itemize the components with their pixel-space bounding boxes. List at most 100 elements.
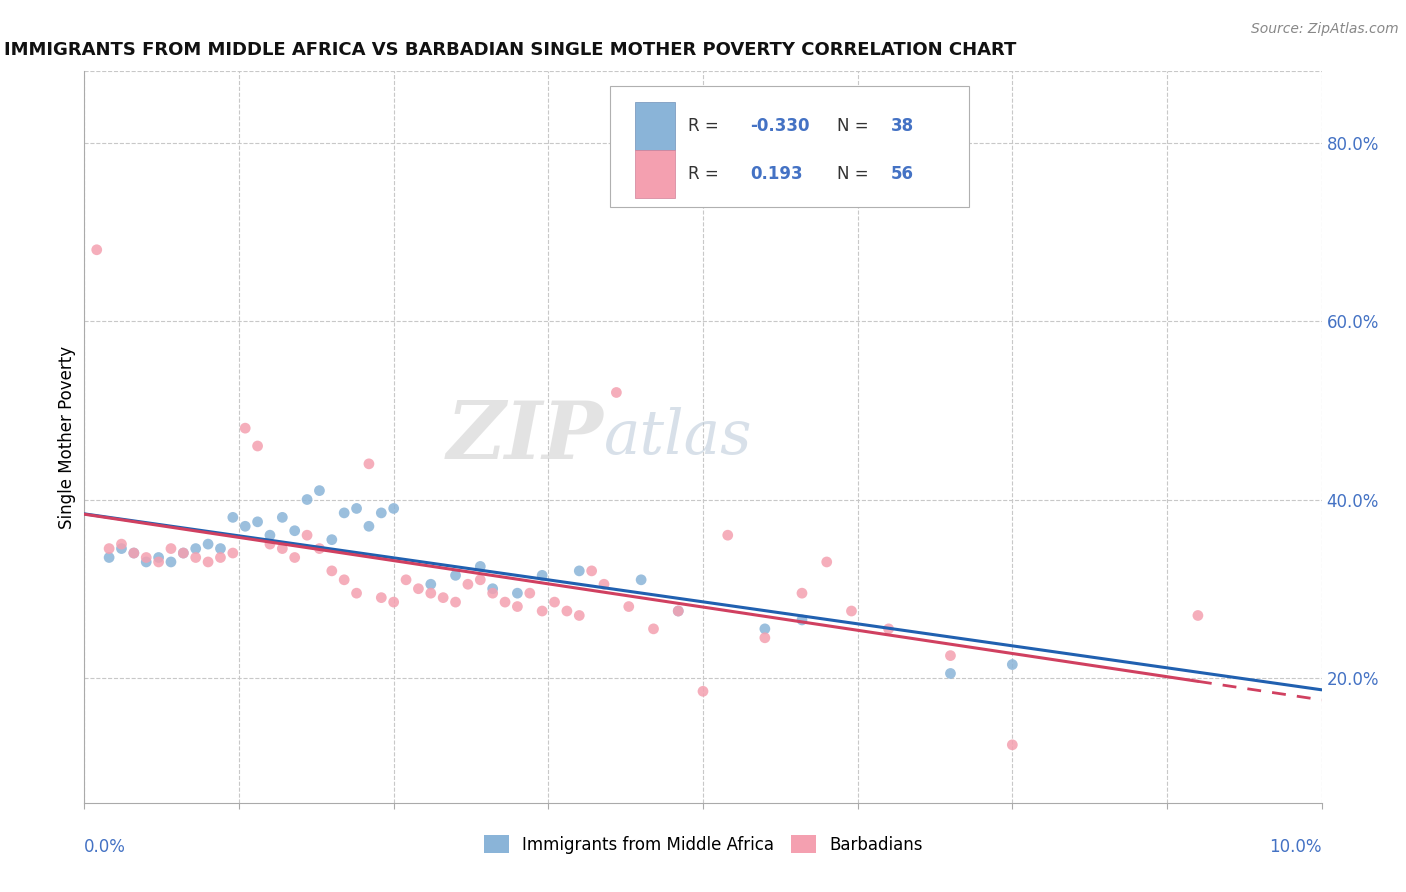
Point: [321, 533, 343, 547]
Point: [692, 684, 714, 698]
Point: [184, 550, 207, 565]
Point: [122, 546, 145, 560]
Point: [432, 591, 454, 605]
Point: [568, 564, 591, 578]
Point: [284, 550, 307, 565]
Point: [346, 501, 368, 516]
Point: [148, 550, 170, 565]
Point: [197, 555, 219, 569]
Point: [357, 457, 380, 471]
Point: [481, 586, 503, 600]
Point: [481, 582, 503, 596]
Point: [259, 528, 281, 542]
Y-axis label: Single Mother Poverty: Single Mother Poverty: [58, 345, 76, 529]
Point: [754, 622, 776, 636]
Point: [382, 595, 405, 609]
Point: [233, 519, 256, 533]
FancyBboxPatch shape: [610, 86, 969, 207]
Point: [172, 546, 194, 560]
Text: 0.0%: 0.0%: [84, 838, 127, 856]
Text: 56: 56: [891, 165, 914, 183]
Point: [110, 537, 132, 551]
Point: [939, 648, 962, 663]
Point: [643, 622, 665, 636]
Point: [754, 631, 776, 645]
Point: [86, 243, 108, 257]
Point: [370, 591, 392, 605]
Point: [531, 604, 554, 618]
Point: [148, 555, 170, 569]
Point: [184, 541, 207, 556]
Point: [790, 613, 813, 627]
Point: [841, 604, 863, 618]
Point: [333, 573, 356, 587]
Point: [1001, 657, 1024, 672]
Point: [295, 492, 318, 507]
Point: [308, 483, 330, 498]
Point: [357, 519, 380, 533]
Point: [172, 546, 194, 560]
Text: Source: ZipAtlas.com: Source: ZipAtlas.com: [1251, 22, 1399, 37]
Point: [457, 577, 479, 591]
Point: [295, 528, 318, 542]
Point: [568, 608, 591, 623]
Point: [209, 550, 232, 565]
Point: [135, 550, 157, 565]
Point: [630, 573, 652, 587]
Point: [308, 541, 330, 556]
Text: R =: R =: [688, 117, 724, 136]
Text: IMMIGRANTS FROM MIDDLE AFRICA VS BARBADIAN SINGLE MOTHER POVERTY CORRELATION CHA: IMMIGRANTS FROM MIDDLE AFRICA VS BARBADI…: [4, 41, 1017, 59]
Point: [470, 573, 492, 587]
Text: N =: N =: [837, 165, 873, 183]
Text: 0.193: 0.193: [749, 165, 803, 183]
Point: [98, 550, 121, 565]
Point: [815, 555, 838, 569]
Point: [605, 385, 627, 400]
Point: [506, 599, 529, 614]
Point: [519, 586, 541, 600]
Point: [470, 559, 492, 574]
Point: [346, 586, 368, 600]
Point: [506, 586, 529, 600]
Point: [110, 541, 132, 556]
Point: [233, 421, 256, 435]
Point: [246, 515, 269, 529]
Point: [581, 564, 603, 578]
Point: [160, 555, 183, 569]
Point: [333, 506, 356, 520]
Text: atlas: atlas: [605, 407, 752, 467]
Point: [160, 541, 183, 556]
Point: [617, 599, 640, 614]
Text: 10.0%: 10.0%: [1270, 838, 1322, 856]
Point: [717, 528, 740, 542]
Point: [382, 501, 405, 516]
Point: [555, 604, 578, 618]
Point: [122, 546, 145, 560]
Point: [284, 524, 307, 538]
FancyBboxPatch shape: [636, 150, 675, 197]
Point: [790, 586, 813, 600]
Point: [419, 586, 441, 600]
Point: [395, 573, 418, 587]
Legend: Immigrants from Middle Africa, Barbadians: Immigrants from Middle Africa, Barbadian…: [477, 829, 929, 860]
Point: [444, 568, 467, 582]
FancyBboxPatch shape: [636, 103, 675, 150]
Point: [98, 541, 121, 556]
Point: [271, 541, 294, 556]
Text: ZIP: ZIP: [447, 399, 605, 475]
Point: [135, 555, 157, 569]
Point: [209, 541, 232, 556]
Text: R =: R =: [688, 165, 724, 183]
Point: [666, 604, 689, 618]
Point: [531, 568, 554, 582]
Point: [370, 506, 392, 520]
Text: 38: 38: [891, 117, 914, 136]
Point: [1187, 608, 1209, 623]
Point: [222, 546, 245, 560]
Point: [593, 577, 616, 591]
Point: [259, 537, 281, 551]
Point: [197, 537, 219, 551]
Text: N =: N =: [837, 117, 873, 136]
Point: [494, 595, 516, 609]
Point: [246, 439, 269, 453]
